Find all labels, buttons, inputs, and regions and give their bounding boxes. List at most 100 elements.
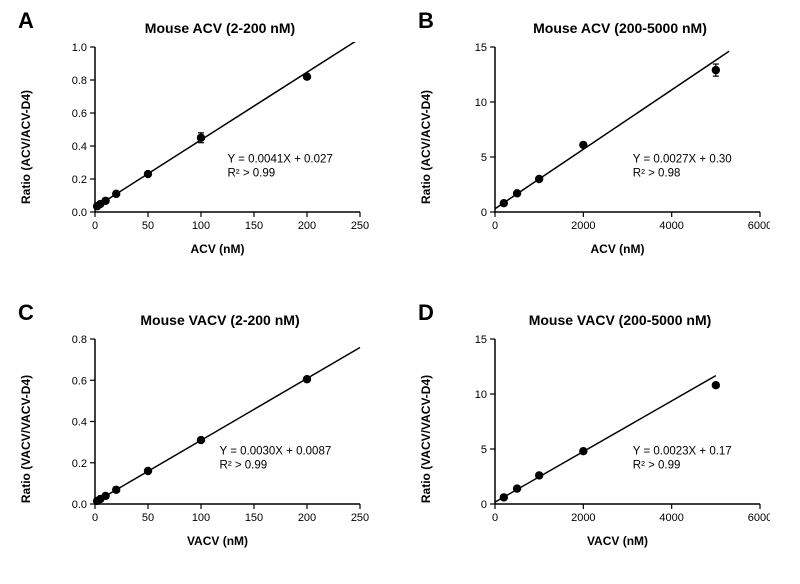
- chart-grid: A Mouse ACV (2-200 nM) Ratio (ACV/ACV-D4) 0…: [0, 0, 800, 584]
- data-point: [197, 134, 205, 142]
- svg-text:0: 0: [492, 512, 498, 524]
- svg-text:10: 10: [475, 97, 487, 109]
- svg-text:0: 0: [481, 499, 487, 511]
- svg-text:6000: 6000: [748, 512, 770, 524]
- chart-area: Ratio (VACV/VACV-D4)0200040006000051015Y…: [450, 334, 785, 544]
- svg-text:0.0: 0.0: [72, 499, 87, 511]
- svg-text:0.2: 0.2: [72, 174, 87, 186]
- data-point: [535, 175, 543, 183]
- fit-line: [495, 376, 716, 503]
- svg-text:0: 0: [92, 220, 98, 232]
- panel-title: Mouse ACV (200-5000 nM): [455, 20, 785, 36]
- fit-equation: Y = 0.0030X + 0.0087: [220, 446, 332, 458]
- svg-text:1.0: 1.0: [72, 42, 87, 54]
- svg-text:100: 100: [192, 512, 210, 524]
- fit-equation: Y = 0.0023X + 0.17: [633, 446, 732, 458]
- chart-area: Ratio (VACV/VACV-D4)0501001502002500.00.…: [50, 334, 385, 544]
- svg-text:0: 0: [481, 207, 487, 219]
- data-point: [112, 190, 120, 198]
- svg-text:0.4: 0.4: [72, 417, 87, 429]
- data-point: [101, 492, 109, 500]
- data-point: [535, 471, 543, 479]
- data-point: [112, 486, 120, 494]
- chart-svg: 0 50 100 150 200 250 0.0 0.2 0.4 0.6 0.8 Y = 0.0030…: [50, 334, 370, 544]
- panel-letter: B: [418, 8, 434, 34]
- fit-r2: R² > 0.99: [633, 460, 681, 472]
- panel-letter: C: [18, 300, 34, 326]
- chart-svg: 0 50 100 150 200 250 0.0 0.2 0.4 0.6 0.8 1.0 Y = 0.0…: [50, 42, 370, 252]
- x-axis-label: ACV (nM): [191, 242, 245, 256]
- svg-text:5: 5: [481, 444, 487, 456]
- fit-line: [95, 348, 360, 503]
- fit-r2: R² > 0.98: [633, 168, 681, 180]
- fit-line: [95, 42, 360, 208]
- svg-text:0: 0: [92, 512, 98, 524]
- svg-text:200: 200: [298, 512, 316, 524]
- svg-text:150: 150: [245, 512, 263, 524]
- x-axis-label: ACV (nM): [591, 242, 645, 256]
- svg-text:15: 15: [475, 334, 487, 346]
- data-point: [712, 66, 720, 74]
- svg-text:0.8: 0.8: [72, 334, 87, 346]
- svg-text:2000: 2000: [571, 512, 595, 524]
- svg-text:0.4: 0.4: [72, 141, 87, 153]
- data-point: [303, 73, 311, 81]
- svg-text:10: 10: [475, 389, 487, 401]
- panel-B: B Mouse ACV (200-5000 nM) Ratio (ACV/ACV-D…: [400, 0, 800, 292]
- panel-letter: A: [18, 8, 34, 34]
- svg-text:0.6: 0.6: [72, 375, 87, 387]
- data-point: [500, 493, 508, 501]
- data-point: [579, 447, 587, 455]
- y-axis-label: Ratio (ACV/ACV-D4): [19, 90, 33, 204]
- data-point: [101, 197, 109, 205]
- chart-svg: 0 2000 4000 6000 0 5 10 15 Y = 0.0027X + 0.30 R² …: [450, 42, 770, 252]
- svg-text:5: 5: [481, 152, 487, 164]
- data-point: [197, 436, 205, 444]
- x-axis-label: VACV (nM): [587, 534, 648, 548]
- fit-equation: Y = 0.0027X + 0.30: [633, 154, 732, 166]
- y-axis-label: Ratio (ACV/ACV-D4): [419, 90, 433, 204]
- svg-text:0.2: 0.2: [72, 458, 87, 470]
- svg-text:100: 100: [192, 220, 210, 232]
- svg-text:200: 200: [298, 220, 316, 232]
- data-point: [500, 199, 508, 207]
- data-point: [303, 375, 311, 383]
- svg-text:0.6: 0.6: [72, 108, 87, 120]
- svg-text:250: 250: [351, 220, 369, 232]
- svg-text:2000: 2000: [571, 220, 595, 232]
- y-axis-label: Ratio (VACV/VACV-D4): [419, 375, 433, 503]
- panel-C: C Mouse VACV (2-200 nM) Ratio (VACV/VACV-D…: [0, 292, 400, 584]
- svg-text:0.8: 0.8: [72, 75, 87, 87]
- panel-title: Mouse VACV (2-200 nM): [55, 312, 385, 328]
- chart-area: Ratio (ACV/ACV-D4)0200040006000051015Y =…: [450, 42, 785, 252]
- svg-text:250: 250: [351, 512, 369, 524]
- fit-equation: Y = 0.0041X + 0.027: [228, 154, 333, 166]
- data-point: [712, 381, 720, 389]
- panel-D: D Mouse VACV (200-5000 nM) Ratio (VACV/VAC…: [400, 292, 800, 584]
- svg-text:15: 15: [475, 42, 487, 54]
- fit-r2: R² > 0.99: [228, 168, 276, 180]
- panel-title: Mouse ACV (2-200 nM): [55, 20, 385, 36]
- svg-text:0.0: 0.0: [72, 207, 87, 219]
- svg-text:50: 50: [142, 512, 154, 524]
- y-axis-label: Ratio (VACV/VACV-D4): [19, 375, 33, 503]
- chart-area: Ratio (ACV/ACV-D4)0501001502002500.00.20…: [50, 42, 385, 252]
- panel-title: Mouse VACV (200-5000 nM): [455, 312, 785, 328]
- fit-line: [495, 51, 729, 208]
- fit-r2: R² > 0.99: [220, 460, 268, 472]
- chart-svg: 0 2000 4000 6000 0 5 10 15 Y = 0.0023X + 0.17 R² …: [450, 334, 770, 544]
- data-point: [579, 141, 587, 149]
- data-point: [144, 467, 152, 475]
- svg-text:4000: 4000: [659, 512, 683, 524]
- svg-text:4000: 4000: [659, 220, 683, 232]
- data-point: [513, 484, 521, 492]
- data-point: [144, 170, 152, 178]
- svg-text:6000: 6000: [748, 220, 770, 232]
- data-point: [513, 189, 521, 197]
- svg-text:50: 50: [142, 220, 154, 232]
- x-axis-label: VACV (nM): [187, 534, 248, 548]
- panel-letter: D: [418, 300, 434, 326]
- panel-A: A Mouse ACV (2-200 nM) Ratio (ACV/ACV-D4) 0…: [0, 0, 400, 292]
- svg-text:0: 0: [492, 220, 498, 232]
- svg-text:150: 150: [245, 220, 263, 232]
